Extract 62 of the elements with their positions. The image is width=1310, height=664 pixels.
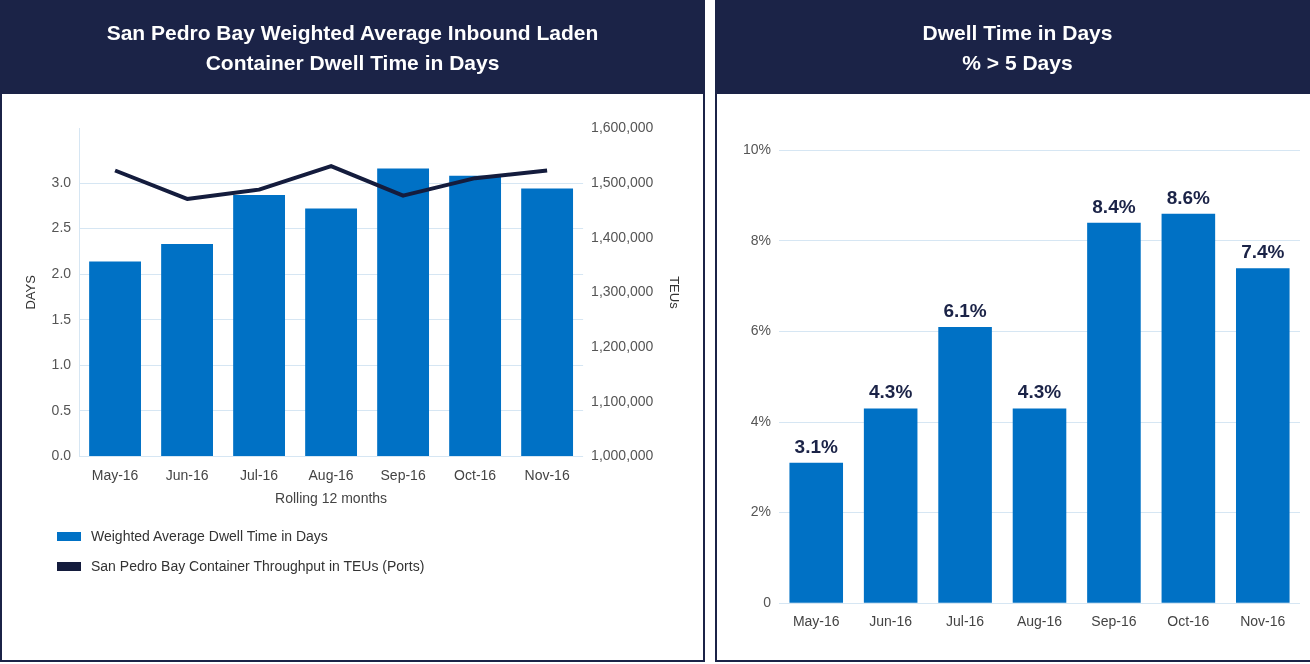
x-tick-label: May-16	[792, 613, 840, 630]
bar	[1161, 213, 1216, 603]
x-tick-label: Sep-16	[1091, 613, 1137, 630]
legend-label: Weighted Average Dwell Time in Days	[91, 528, 328, 544]
data-label: 4.3%	[869, 381, 913, 403]
x-tick-label: Oct-16	[454, 466, 497, 483]
bar	[233, 194, 286, 456]
x-tick-label: May-16	[91, 466, 139, 483]
x-tick-label: Oct-16	[1167, 613, 1210, 630]
y-tick-label: 3.0	[51, 173, 72, 190]
data-label: 3.1%	[794, 435, 838, 457]
bar	[789, 462, 844, 603]
chart-title: Dwell Time in Days % > 5 Days	[717, 2, 1310, 94]
data-label: 7.4%	[1241, 240, 1285, 262]
y2-tick-label: 1,400,000	[591, 228, 654, 245]
y2-tick-label: 1,000,000	[591, 447, 654, 464]
bar	[377, 168, 430, 456]
y2-axis-title: TEUs	[666, 276, 682, 310]
x-tick-label: Jul-16	[946, 613, 985, 630]
x-axis-title: Rolling 12 months	[275, 490, 388, 507]
bar	[863, 408, 918, 603]
y-tick-label: 4%	[750, 412, 772, 429]
x-tick-label: Nov-16	[1240, 613, 1286, 630]
bar	[449, 175, 502, 456]
y2-tick-label: 1,600,000	[591, 119, 654, 136]
bar	[1087, 222, 1141, 603]
y-tick-label: 8%	[750, 231, 772, 248]
y-tick-label: 1.5	[51, 310, 72, 327]
bar	[938, 326, 992, 603]
y-tick-label: 2.5	[51, 219, 72, 236]
x-tick-label: Aug-16	[308, 466, 354, 483]
x-tick-label: Nov-16	[524, 466, 570, 483]
legend-label: San Pedro Bay Container Throughput in TEUs (Ports)	[91, 558, 425, 574]
y-tick-label: 2%	[750, 503, 772, 520]
y-tick-label: 10%	[742, 141, 772, 158]
x-tick-label: Jun-16	[165, 466, 209, 483]
bar	[305, 208, 358, 456]
y2-tick-label: 1,200,000	[591, 337, 654, 354]
bar	[1235, 268, 1290, 603]
y-tick-label: 0.5	[51, 401, 72, 418]
data-label: 4.3%	[1017, 381, 1062, 403]
data-label: 8.6%	[1166, 186, 1211, 208]
y2-tick-label: 1,500,000	[591, 173, 654, 190]
y-tick-label: 6%	[750, 322, 772, 339]
data-label: 8.4%	[1092, 195, 1136, 217]
y-tick-label: 0	[763, 594, 772, 611]
y2-tick-label: 1,100,000	[591, 392, 654, 409]
bar	[521, 188, 574, 456]
y-tick-label: 2.0	[51, 265, 72, 282]
bar	[1012, 408, 1067, 603]
x-tick-label: Jul-16	[240, 466, 279, 483]
y-axis-title: DAYS	[23, 274, 39, 310]
y2-tick-label: 1,300,000	[591, 283, 654, 300]
x-tick-label: Sep-16	[380, 466, 426, 483]
y-tick-label: 0.0	[51, 447, 72, 464]
bar	[161, 244, 213, 456]
x-tick-label: Aug-16	[1016, 613, 1063, 630]
y-tick-label: 1.0	[51, 356, 72, 373]
bar	[89, 261, 141, 456]
x-tick-label: Jun-16	[869, 613, 913, 630]
chart-title: San Pedro Bay Weighted Average Inbound Laden Container Dwell Time in Days	[2, 2, 703, 94]
data-label: 6.1%	[943, 299, 987, 321]
